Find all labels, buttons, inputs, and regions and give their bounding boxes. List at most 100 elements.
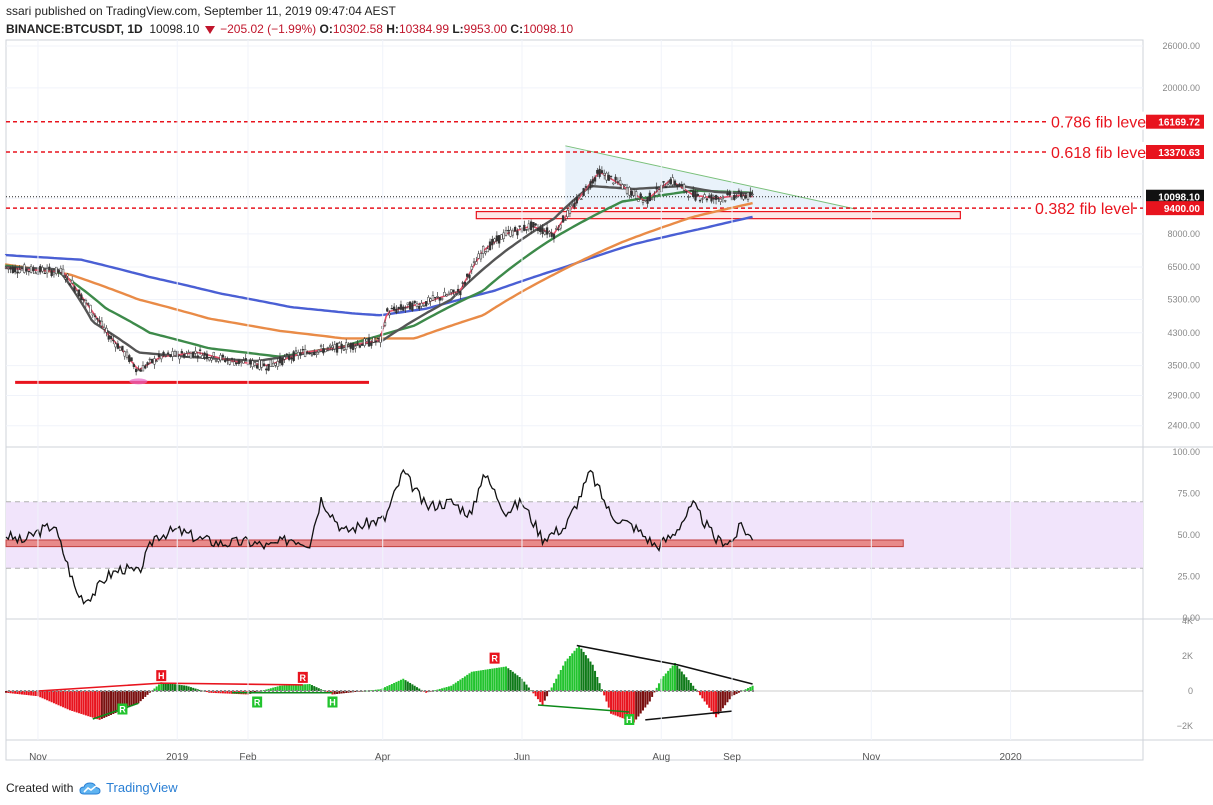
candle-body <box>422 305 425 307</box>
candle-body <box>721 196 725 200</box>
macd-bar <box>628 691 631 721</box>
candle-body <box>313 352 316 355</box>
macd-bar <box>500 667 503 691</box>
candle-body <box>20 268 24 271</box>
macd-bar <box>121 691 124 711</box>
macd-bar <box>313 686 316 691</box>
candle-body <box>13 266 17 273</box>
candle-body <box>335 342 339 353</box>
macd-signal-dot <box>136 690 138 692</box>
candle-body <box>274 362 277 366</box>
macd-bar <box>78 691 81 714</box>
candle-body <box>710 194 713 202</box>
macd-bar <box>491 668 494 691</box>
divergence-marker <box>117 703 128 715</box>
macd-bar <box>459 679 462 691</box>
candle-body <box>377 337 380 340</box>
macd-bar <box>283 685 286 691</box>
macd-bar <box>473 671 476 691</box>
macd-signal-dot <box>124 690 126 692</box>
candle-body <box>452 289 455 293</box>
macd-bar <box>135 691 138 705</box>
candle-body <box>418 306 421 309</box>
candle-body <box>265 368 268 371</box>
macd-bar <box>415 687 418 691</box>
divergence-trendline <box>576 644 753 685</box>
fib-level-label: 0.786 fib level <box>1051 115 1150 132</box>
fib-level-label: 0.382 fib level <box>1035 201 1134 218</box>
macd-bar <box>34 691 37 696</box>
macd-bar <box>703 691 706 702</box>
macd-bar <box>48 691 51 702</box>
candle-body <box>363 338 366 346</box>
divergence-marker-label: R <box>300 673 307 683</box>
macd-signal-dot <box>260 690 262 692</box>
candle-body <box>103 326 106 330</box>
macd-bar <box>454 682 457 691</box>
candle-body <box>566 210 569 217</box>
macd-signal-dot <box>436 690 438 692</box>
macd-signal-dot <box>724 690 726 692</box>
divergence-trendline <box>537 704 630 713</box>
candle-body <box>301 349 304 351</box>
macd-signal-dot <box>372 690 374 692</box>
candle-body <box>466 273 469 277</box>
macd-bar <box>306 684 309 691</box>
candle-body <box>251 360 254 368</box>
candle-body <box>392 306 396 311</box>
candlesticks <box>4 165 754 376</box>
macd-bar <box>98 691 101 720</box>
time-axis: Nov 2019 Feb Apr Jun Aug Sep Nov 2020 <box>29 40 1022 763</box>
macd-bar <box>5 691 7 693</box>
macd-signal-dot <box>324 690 326 692</box>
macd-bar <box>443 687 446 691</box>
candle-body <box>57 270 60 273</box>
macd-bar <box>361 691 364 692</box>
macd-bar <box>406 681 409 691</box>
candle-body <box>447 292 451 296</box>
macd-signal-dot <box>688 690 690 692</box>
macd-bar <box>18 691 21 695</box>
macd-bar <box>676 665 679 691</box>
divergence-marker-label: R <box>119 705 126 715</box>
price-axis-tag-text: 10098.10 <box>1158 193 1200 204</box>
candle-body <box>575 197 578 204</box>
candle-body <box>486 248 489 253</box>
candle-body <box>258 359 261 370</box>
macd-bar <box>735 691 738 694</box>
candle-body <box>420 302 423 307</box>
fib-label-bg <box>1047 111 1147 130</box>
candle-body <box>411 302 414 311</box>
moving-average-line <box>4 201 753 340</box>
macd-bar <box>91 691 94 718</box>
macd-signal-dot <box>568 690 570 692</box>
tradingview-brand[interactable]: TradingView <box>106 780 178 795</box>
candle-body <box>669 179 672 184</box>
candle-body <box>137 369 140 371</box>
candle-body <box>354 346 357 349</box>
macd-bar <box>468 673 471 691</box>
macd-bar <box>11 691 14 694</box>
candle-body <box>210 357 213 361</box>
macd-signal-dot <box>552 690 554 692</box>
macd-bar <box>564 661 567 691</box>
macd-bar <box>616 691 619 717</box>
macd-signal-dot <box>736 690 738 692</box>
candle-body <box>338 342 341 344</box>
candle-body <box>230 358 234 360</box>
candle-body <box>386 308 389 312</box>
symbol-label[interactable]: BINANCE:BTCUSDT, 1D <box>6 22 143 36</box>
time-tick-label: Nov <box>29 752 47 763</box>
macd-bar <box>662 676 665 691</box>
macd-bar <box>438 688 441 691</box>
macd-bar <box>434 690 437 691</box>
macd-bar <box>559 670 562 691</box>
macd-signal-dot <box>544 690 546 692</box>
macd-signal-dot <box>148 690 150 692</box>
macd-bar <box>354 691 357 692</box>
macd-bar <box>126 691 129 709</box>
macd-signal-dot <box>744 690 746 692</box>
macd-signal-dot <box>560 690 562 692</box>
candle-body <box>310 354 314 356</box>
